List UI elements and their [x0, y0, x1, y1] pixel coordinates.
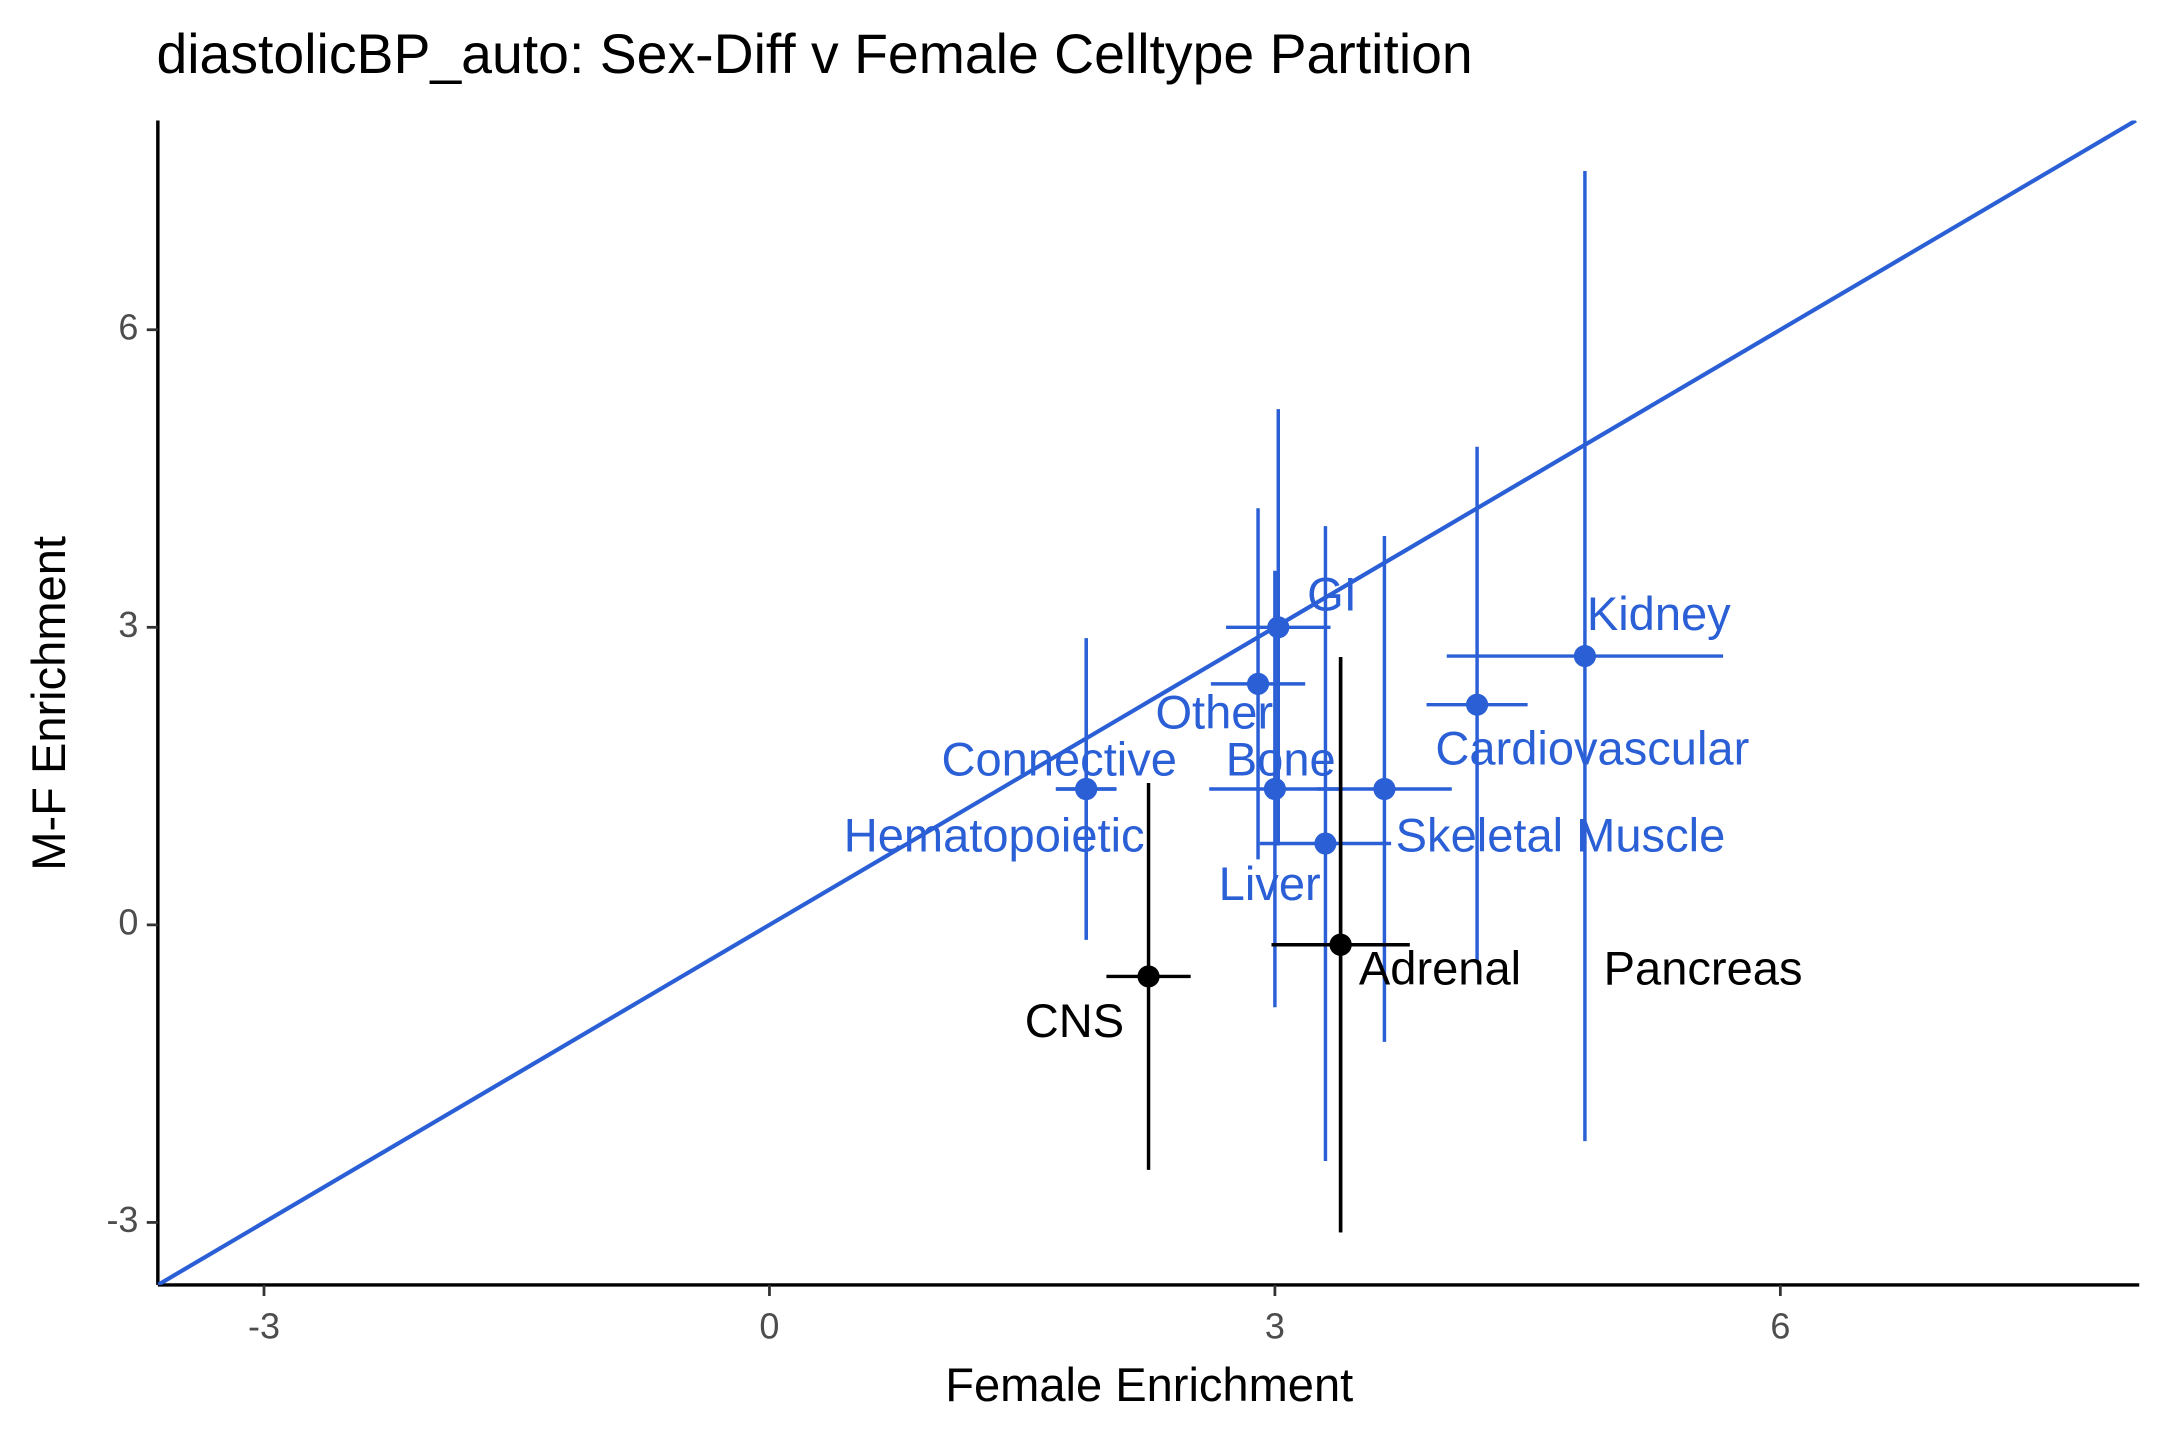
point-label: Skeletal Muscle [1396, 809, 1726, 862]
x-tick-label: -3 [248, 1306, 280, 1347]
point [1246, 672, 1270, 695]
point [1373, 777, 1396, 801]
point-label: Connective [942, 732, 1177, 785]
point-label: Cardiovascular [1435, 721, 1749, 774]
identity-line [157, 120, 2137, 1285]
point [1329, 933, 1352, 956]
point-label: Kidney [1587, 587, 1731, 640]
point [1137, 965, 1160, 988]
y-axis-title: M-F Enrichment [22, 536, 75, 871]
x-tick-label: 6 [1770, 1306, 1790, 1347]
y-tick-label: 3 [118, 604, 138, 645]
chart-title: diastolicBP_auto: Sex-Diff v Female Cell… [156, 23, 1472, 85]
point [1075, 777, 1098, 801]
point-label: CNS [1025, 994, 1124, 1047]
y-tick-label: 0 [118, 901, 138, 942]
point [1573, 644, 1596, 668]
x-tick-label: 3 [1265, 1306, 1285, 1347]
point [1263, 777, 1286, 801]
point-label: Liver [1219, 857, 1321, 910]
point-label: Hematopoietic [844, 809, 1145, 862]
y-tick-label: 6 [118, 306, 138, 347]
point [1466, 693, 1489, 716]
x-tick-label: 0 [759, 1306, 779, 1347]
x-axis-title: Female Enrichment [945, 1358, 1353, 1411]
point-label: Adrenal [1359, 941, 1521, 994]
point-label: GI [1307, 568, 1357, 621]
point [1267, 616, 1290, 639]
y-tick-label: -3 [106, 1199, 138, 1240]
point-label: Pancreas [1604, 941, 1803, 994]
point-label: Other [1155, 685, 1273, 738]
point-label: Bone [1226, 732, 1336, 785]
point [1314, 832, 1337, 855]
